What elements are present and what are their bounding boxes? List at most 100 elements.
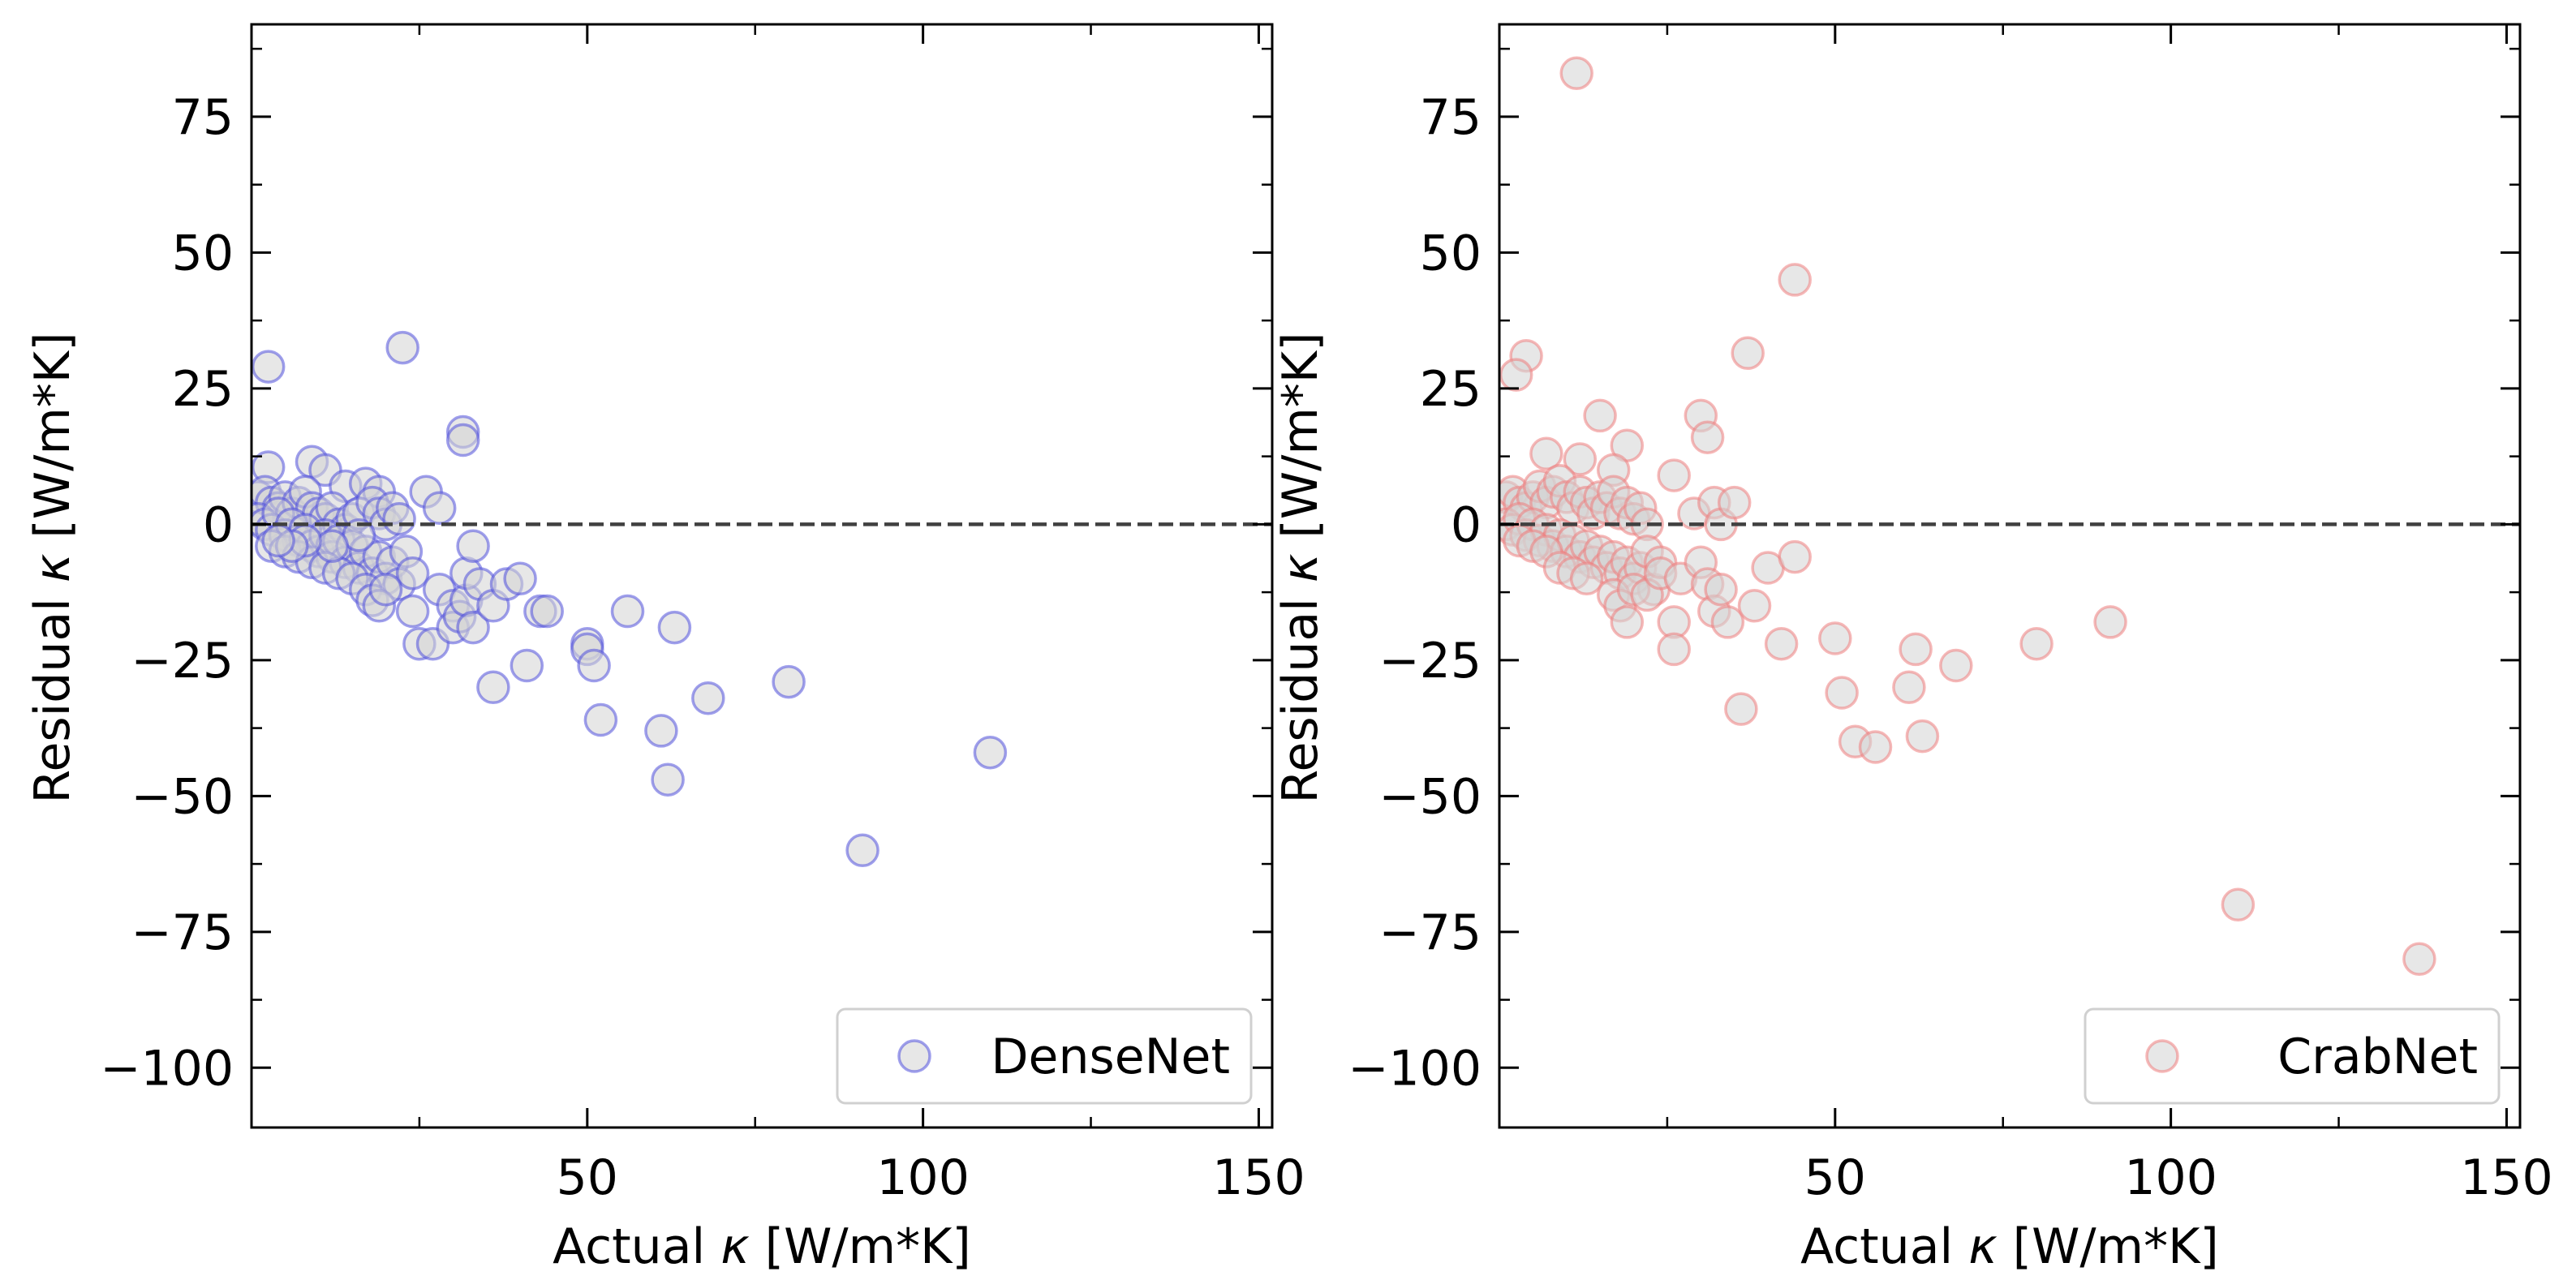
data-point bbox=[1778, 539, 1812, 574]
data-point bbox=[1724, 692, 1758, 726]
legend-label: CrabNet bbox=[2277, 1029, 2478, 1085]
y-tick-label: −75 bbox=[131, 904, 234, 961]
x-axis-title-prefix: Actual bbox=[1800, 1218, 1968, 1275]
legend-box bbox=[836, 1007, 1253, 1105]
x-axis-title-symbol: κ bbox=[1968, 1218, 1998, 1275]
data-point bbox=[445, 423, 480, 457]
y-tick-label: −100 bbox=[1348, 1040, 1482, 1097]
data-point bbox=[973, 735, 1008, 770]
y-tick-label: −75 bbox=[1378, 904, 1482, 961]
x-tick-label: 50 bbox=[557, 1149, 618, 1206]
data-point bbox=[382, 501, 416, 536]
y-axis-title: Residual κ [W/m*K] bbox=[24, 332, 81, 803]
data-point bbox=[845, 833, 879, 868]
data-point bbox=[1529, 436, 1563, 471]
y-tick-label: 25 bbox=[172, 361, 234, 418]
data-point bbox=[657, 610, 692, 645]
y-tick-label: −50 bbox=[131, 768, 234, 825]
data-point bbox=[1610, 605, 1645, 639]
data-point bbox=[651, 762, 685, 797]
data-point bbox=[1657, 458, 1691, 492]
y-tick-label: −25 bbox=[131, 633, 234, 689]
x-axis-title-prefix: Actual bbox=[553, 1218, 720, 1275]
data-point bbox=[1778, 263, 1812, 297]
data-point bbox=[368, 572, 403, 607]
legend-marker bbox=[2145, 1039, 2179, 1073]
data-point bbox=[691, 681, 725, 715]
data-point bbox=[1569, 561, 1604, 596]
data-point bbox=[1731, 336, 1765, 371]
y-tick-label: 0 bbox=[203, 496, 234, 553]
axes-frame bbox=[250, 23, 1274, 1129]
data-point bbox=[456, 610, 490, 645]
y-tick-label: 0 bbox=[1451, 496, 1482, 553]
y-axis-title-prefix: Residual bbox=[24, 582, 81, 803]
x-tick-label: 100 bbox=[2124, 1149, 2217, 1206]
data-point bbox=[772, 664, 806, 699]
data-point bbox=[261, 523, 295, 558]
x-axis-title-suffix: [W/m*K] bbox=[750, 1218, 971, 1275]
legend: CrabNet bbox=[2084, 1007, 2501, 1105]
data-point bbox=[1710, 605, 1745, 639]
data-point bbox=[583, 702, 618, 737]
x-axis-title: Actual κ [W/m*K] bbox=[553, 1218, 971, 1275]
data-point bbox=[2019, 626, 2053, 661]
data-point bbox=[1899, 632, 1933, 667]
data-point bbox=[395, 556, 430, 591]
data-point bbox=[315, 529, 350, 563]
data-point bbox=[1563, 442, 1598, 476]
data-point bbox=[2093, 605, 2127, 639]
data-point bbox=[503, 561, 537, 596]
data-point bbox=[2402, 942, 2436, 977]
data-point bbox=[1892, 670, 1926, 705]
x-axis-title-symbol: κ bbox=[720, 1218, 750, 1275]
y-tick-label: 75 bbox=[1420, 89, 1482, 146]
y-axis-title-suffix: [W/m*K] bbox=[24, 332, 81, 553]
data-point bbox=[1939, 648, 1973, 683]
crabnet-residual-panel: 75 50 25 0 −25 −50 −75 −100 50 100 150 Actual κ [W/… bbox=[1272, 23, 2553, 1275]
data-point bbox=[1690, 420, 1725, 454]
legend-label: DenseNet bbox=[991, 1029, 1230, 1085]
data-point bbox=[1764, 626, 1799, 661]
data-point bbox=[1737, 589, 1772, 623]
y-tick-label: −50 bbox=[1378, 768, 1482, 825]
y-tick-label: −25 bbox=[1378, 633, 1482, 689]
y-axis-title-suffix: [W/m*K] bbox=[1272, 332, 1329, 553]
y-axis-title-symbol: κ bbox=[24, 553, 81, 582]
x-tick-label: 100 bbox=[876, 1149, 970, 1206]
data-point bbox=[395, 594, 430, 629]
data-point bbox=[610, 594, 645, 629]
data-point bbox=[1818, 621, 1852, 655]
data-point bbox=[644, 714, 678, 748]
data-point bbox=[252, 350, 286, 384]
data-point bbox=[1499, 358, 1533, 392]
data-point bbox=[530, 594, 564, 629]
y-axis-title-prefix: Residual bbox=[1272, 582, 1329, 803]
data-point bbox=[1858, 730, 1893, 764]
data-point bbox=[385, 330, 419, 365]
data-points bbox=[1499, 56, 2436, 977]
data-point bbox=[2221, 887, 2256, 922]
data-point bbox=[1825, 676, 1859, 710]
y-tick-label: 25 bbox=[1420, 361, 1482, 418]
data-point bbox=[1905, 719, 1940, 754]
data-point bbox=[510, 648, 544, 683]
legend: DenseNet bbox=[836, 1007, 1253, 1105]
x-axis-title-suffix: [W/m*K] bbox=[1998, 1218, 2219, 1275]
legend-box bbox=[2084, 1007, 2501, 1105]
x-tick-label: 150 bbox=[2460, 1149, 2553, 1206]
y-tick-label: 75 bbox=[172, 89, 234, 146]
densenet-residual-panel: 75 50 25 0 −25 −50 −75 −100 50 100 150 Actual κ [W/… bbox=[24, 23, 1305, 1275]
data-points bbox=[252, 330, 1008, 868]
data-point bbox=[577, 648, 611, 683]
data-point bbox=[1717, 485, 1752, 520]
x-tick-label: 150 bbox=[1212, 1149, 1305, 1206]
data-point bbox=[456, 529, 490, 563]
data-point bbox=[1704, 572, 1738, 607]
legend-marker bbox=[897, 1039, 931, 1073]
data-point bbox=[476, 670, 510, 705]
y-tick-label: 50 bbox=[1420, 225, 1482, 281]
data-point bbox=[1559, 56, 1593, 91]
y-axis-title-symbol: κ bbox=[1272, 553, 1329, 582]
